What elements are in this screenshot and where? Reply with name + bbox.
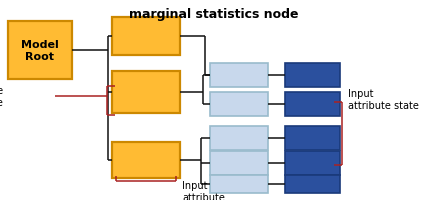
Bar (210, 126, 268, 150)
Bar (112, 72, 180, 113)
Bar (210, 93, 268, 116)
Bar (112, 18, 180, 56)
Bar (285, 126, 340, 150)
Bar (210, 151, 268, 175)
Bar (285, 93, 340, 116)
Text: Model
Root: Model Root (21, 40, 59, 61)
Text: marginal statistics node: marginal statistics node (129, 8, 299, 21)
Bar (285, 175, 340, 193)
Text: Input
attribute: Input attribute (182, 180, 225, 200)
Bar (112, 142, 180, 178)
Bar (210, 175, 268, 193)
Bar (210, 64, 268, 88)
Bar (285, 64, 340, 88)
Text: Input
attribute state: Input attribute state (348, 89, 419, 110)
Text: predictable
attribute: predictable attribute (0, 86, 3, 107)
Bar (8, 22, 72, 80)
Bar (285, 151, 340, 175)
